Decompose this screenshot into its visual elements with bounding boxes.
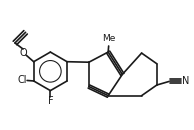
Text: Cl: Cl xyxy=(18,75,27,85)
Text: O: O xyxy=(20,48,27,58)
Text: N: N xyxy=(182,76,189,86)
Text: Me: Me xyxy=(102,34,115,43)
Text: F: F xyxy=(48,96,53,106)
